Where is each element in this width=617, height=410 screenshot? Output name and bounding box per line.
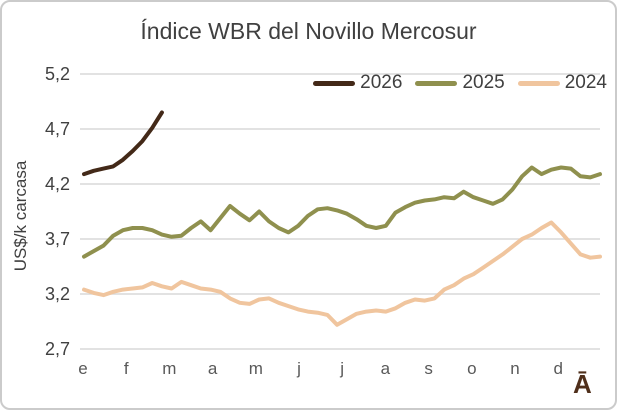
legend-swatch-2026 (313, 80, 356, 86)
legend-label-2025: 2025 (462, 72, 505, 93)
x-tick-month-2: f (123, 359, 129, 378)
x-tick-month-10: o (467, 359, 477, 378)
legend-label-2026: 2026 (360, 72, 403, 93)
y-tick-3,2: 3,2 (44, 284, 70, 304)
series-line-2025 (82, 165, 602, 259)
series-line-2024 (82, 220, 602, 327)
x-tick-month-11: n (510, 359, 520, 378)
x-tick-month-5: m (248, 359, 263, 378)
legend-swatch-2024 (517, 80, 560, 86)
series-line-2026 (82, 110, 164, 177)
legend: 2026 2025 2024 (2, 72, 607, 94)
x-tick-month-7: j (340, 359, 345, 378)
y-tick-4,7: 4,7 (44, 119, 70, 139)
legend-item-2024[interactable]: 2024 (517, 72, 607, 94)
y-tick-5,2: 5,2 (44, 64, 70, 84)
legend-label-2024: 2024 (564, 72, 607, 93)
x-tick-month-9: s (424, 359, 433, 378)
y-tick-4,2: 4,2 (44, 174, 70, 194)
legend-swatch-2025 (415, 80, 458, 86)
x-tick-month-6: j (297, 359, 301, 378)
chart-title: Índice WBR del Novillo Mercosur (140, 18, 477, 44)
legend-item-2026[interactable]: 2026 (313, 72, 402, 94)
y-tick-3,7: 3,7 (44, 229, 70, 249)
y-tick-2,7: 2,7 (44, 339, 70, 359)
x-tick-month-4: a (207, 359, 218, 378)
legend-item-2025[interactable]: 2025 (415, 72, 505, 94)
x-tick-month-12: d (553, 359, 563, 378)
x-tick-month-3: m (162, 359, 177, 378)
x-tick-month-1: e (78, 359, 88, 378)
watermark-logo: Ā (573, 369, 592, 399)
x-tick-month-8: a (380, 359, 391, 378)
